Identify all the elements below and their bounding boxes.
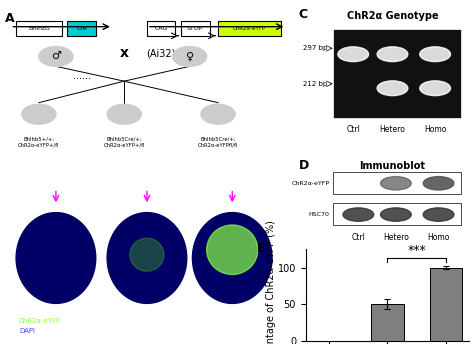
Text: E: E [257, 242, 265, 255]
Text: Bhlhb5+/+;
ChR2α-eYFP+/fl: Bhlhb5+/+; ChR2α-eYFP+/fl [18, 137, 60, 148]
Ellipse shape [16, 213, 96, 303]
FancyBboxPatch shape [333, 172, 461, 194]
Ellipse shape [377, 47, 408, 62]
Ellipse shape [338, 47, 369, 62]
Ellipse shape [377, 81, 408, 96]
Ellipse shape [381, 176, 411, 190]
Text: ChR2α Genotype: ChR2α Genotype [346, 11, 438, 21]
Text: Hetero: Hetero [383, 233, 409, 243]
Text: ChR2α-eYFP: ChR2α-eYFP [292, 181, 329, 186]
Ellipse shape [423, 176, 454, 190]
FancyBboxPatch shape [181, 21, 210, 36]
Ellipse shape [420, 47, 450, 62]
FancyBboxPatch shape [147, 21, 175, 36]
Circle shape [201, 104, 235, 124]
Text: Cre: Cre [76, 26, 87, 31]
Text: 297 bp: 297 bp [303, 45, 328, 51]
FancyBboxPatch shape [333, 203, 461, 225]
Text: Ctrl: Ctrl [47, 178, 64, 187]
Ellipse shape [207, 225, 258, 275]
Text: D: D [299, 159, 309, 172]
Ellipse shape [343, 208, 374, 221]
Text: ♂: ♂ [51, 51, 61, 62]
Bar [430, 268, 462, 341]
Circle shape [22, 104, 56, 124]
Text: Ctrl: Ctrl [346, 125, 360, 134]
Text: Bhlhb5: Bhlhb5 [28, 26, 50, 31]
Text: STOP: STOP [187, 26, 203, 31]
Text: B: B [5, 177, 14, 190]
FancyBboxPatch shape [218, 21, 281, 36]
Text: HSC70: HSC70 [309, 212, 329, 217]
Text: DAPI: DAPI [19, 327, 35, 334]
Text: Bhlhb5Cre/+;
ChR2α-eYFP+/fl: Bhlhb5Cre/+; ChR2α-eYFP+/fl [103, 137, 145, 148]
Ellipse shape [381, 208, 411, 221]
Text: ......: ...... [73, 71, 91, 81]
Ellipse shape [192, 213, 272, 303]
Text: Hetero: Hetero [131, 178, 163, 187]
Text: A: A [5, 12, 14, 25]
Text: ChR2α-eYFP: ChR2α-eYFP [19, 318, 61, 324]
Text: C: C [299, 8, 308, 21]
Text: ♀: ♀ [185, 51, 194, 62]
Circle shape [107, 104, 141, 124]
Ellipse shape [423, 208, 454, 221]
Ellipse shape [107, 213, 187, 303]
Text: Ctrl: Ctrl [351, 233, 365, 243]
Text: ChR2α-eYFP: ChR2α-eYFP [233, 26, 266, 31]
Circle shape [173, 46, 207, 66]
FancyBboxPatch shape [333, 29, 461, 118]
Text: CAG: CAG [155, 26, 168, 31]
Y-axis label: Percentage of ChR2α-eYFP (%): Percentage of ChR2α-eYFP (%) [266, 220, 276, 344]
Text: Homo: Homo [424, 125, 447, 134]
Text: (Ai32): (Ai32) [146, 48, 176, 58]
Text: x: x [120, 46, 128, 60]
Text: Immunoblot: Immunoblot [359, 161, 426, 171]
Text: Hetero: Hetero [380, 125, 405, 134]
FancyBboxPatch shape [67, 21, 96, 36]
Bar [372, 304, 403, 341]
Text: Homo: Homo [428, 233, 450, 243]
Ellipse shape [130, 238, 164, 271]
Text: Bhlhb5Cre/+;
ChR2α-eYFPfl/fl: Bhlhb5Cre/+; ChR2α-eYFPfl/fl [198, 137, 238, 148]
Circle shape [39, 46, 73, 66]
FancyBboxPatch shape [16, 21, 62, 36]
Text: 212 bp: 212 bp [303, 81, 328, 87]
Text: Homo: Homo [219, 178, 246, 187]
Text: ***: *** [407, 245, 426, 257]
Ellipse shape [420, 81, 450, 96]
